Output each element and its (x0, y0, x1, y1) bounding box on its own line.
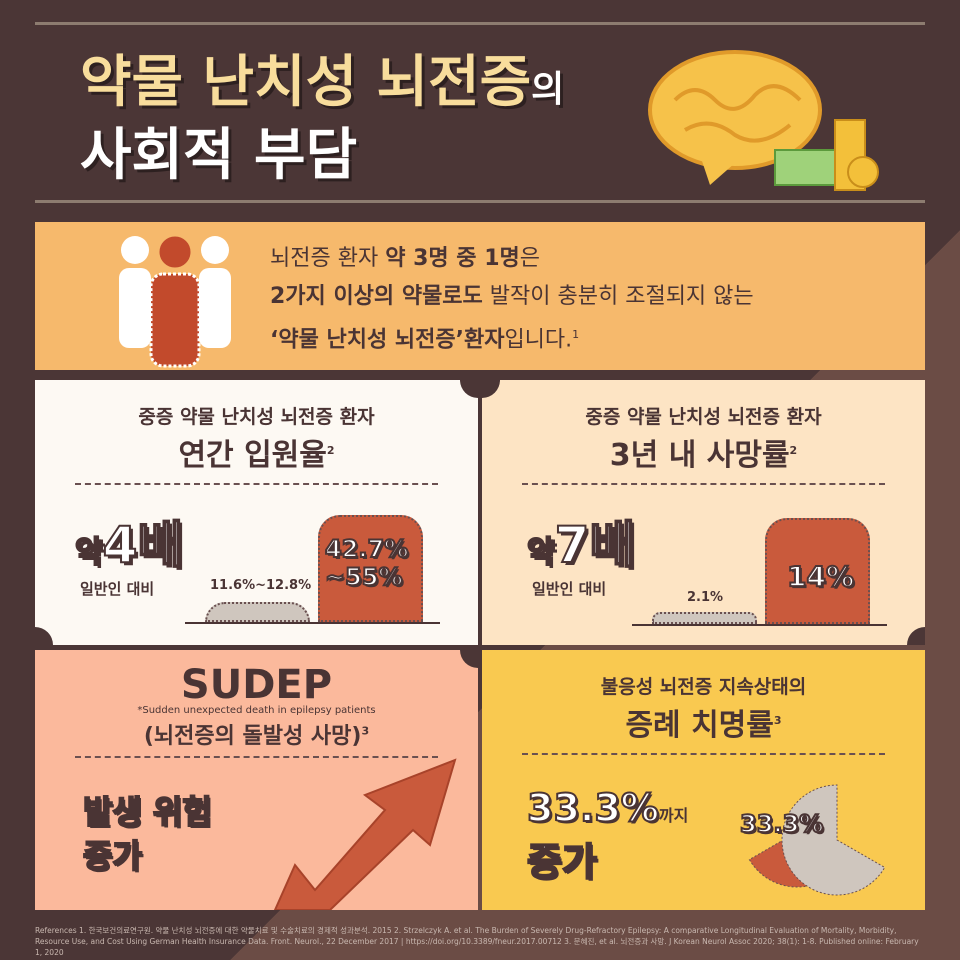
brain-icon (648, 50, 879, 191)
sudep-panel: SUDEP *Sudden unexpected death in epilep… (35, 650, 478, 910)
result-text: 33.3%까지 증가 (526, 785, 689, 885)
panel-title: 증례 치명률3 (625, 708, 782, 743)
arrow-up-icon (273, 758, 457, 910)
general-bar (652, 612, 757, 624)
baseline (632, 624, 887, 626)
hospitalization-panel: 중증 약물 난치성 뇌전증 환자 연간 입원율2 약4배 일반인 대비 11.6… (35, 380, 478, 645)
people-icon (119, 233, 231, 368)
divider (75, 756, 438, 758)
divider (35, 200, 925, 203)
divider (35, 22, 925, 25)
panel-subtitle: 중증 약물 난치성 뇌전증 환자 (138, 406, 375, 428)
multiplier: 약4배 (74, 515, 184, 575)
pie-chart (748, 784, 886, 896)
intro-banner: 뇌전증 환자 약 3명 중 1명은 2가지 이상의 약물로도 발작이 충분히 조… (35, 222, 925, 370)
compare-label: 일반인 대비 (532, 580, 607, 598)
divider (522, 753, 885, 755)
panel-subtitle: 불응성 뇌전증 지속상태의 (600, 676, 807, 698)
divider (522, 483, 885, 485)
panel-title: SUDEP (180, 662, 333, 708)
patient-value: 14% (786, 559, 855, 594)
patient-bar (318, 515, 423, 622)
status-epilepticus-panel: 불응성 뇌전증 지속상태의 증례 치명률3 33.3%까지 증가 33.3% (482, 650, 925, 910)
result-text: 발생 위험 증가 (82, 792, 213, 876)
baseline (185, 622, 440, 624)
general-bar (205, 602, 310, 622)
references: References 1. 한국보건의료연구원. 약물 난치성 뇌전증에 대한 … (35, 926, 919, 957)
multiplier: 약7배 (526, 515, 636, 575)
panel-subtitle: 중증 약물 난치성 뇌전증 환자 (585, 406, 822, 428)
compare-label: 일반인 대비 (80, 580, 155, 598)
divider (75, 483, 438, 485)
pie-slice-rest (781, 784, 886, 896)
pie-label: 33.3% (739, 809, 824, 839)
page-title: 약물 난치성 뇌전증의 사회적 부담 (80, 50, 565, 188)
panel-title: 연간 입원율2 (178, 438, 335, 473)
general-value: 2.1% (687, 590, 724, 605)
panel-title: 3년 내 사망률2 (609, 438, 798, 473)
intro-text: 뇌전증 환자 약 3명 중 1명은 2가지 이상의 약물로도 발작이 충분히 조… (270, 246, 754, 353)
general-value: 11.6%~12.8% (210, 578, 312, 593)
patient-value: 42.7% ~55% (324, 534, 409, 592)
patient-bar (765, 518, 870, 624)
mortality-panel: 중증 약물 난치성 뇌전증 환자 3년 내 사망률2 약7배 일반인 대비 2.… (482, 380, 925, 645)
panel-subtitle: (뇌전증의 돌발성 사망)3 (143, 724, 370, 749)
footnote: *Sudden unexpected death in epilepsy pat… (137, 705, 376, 716)
